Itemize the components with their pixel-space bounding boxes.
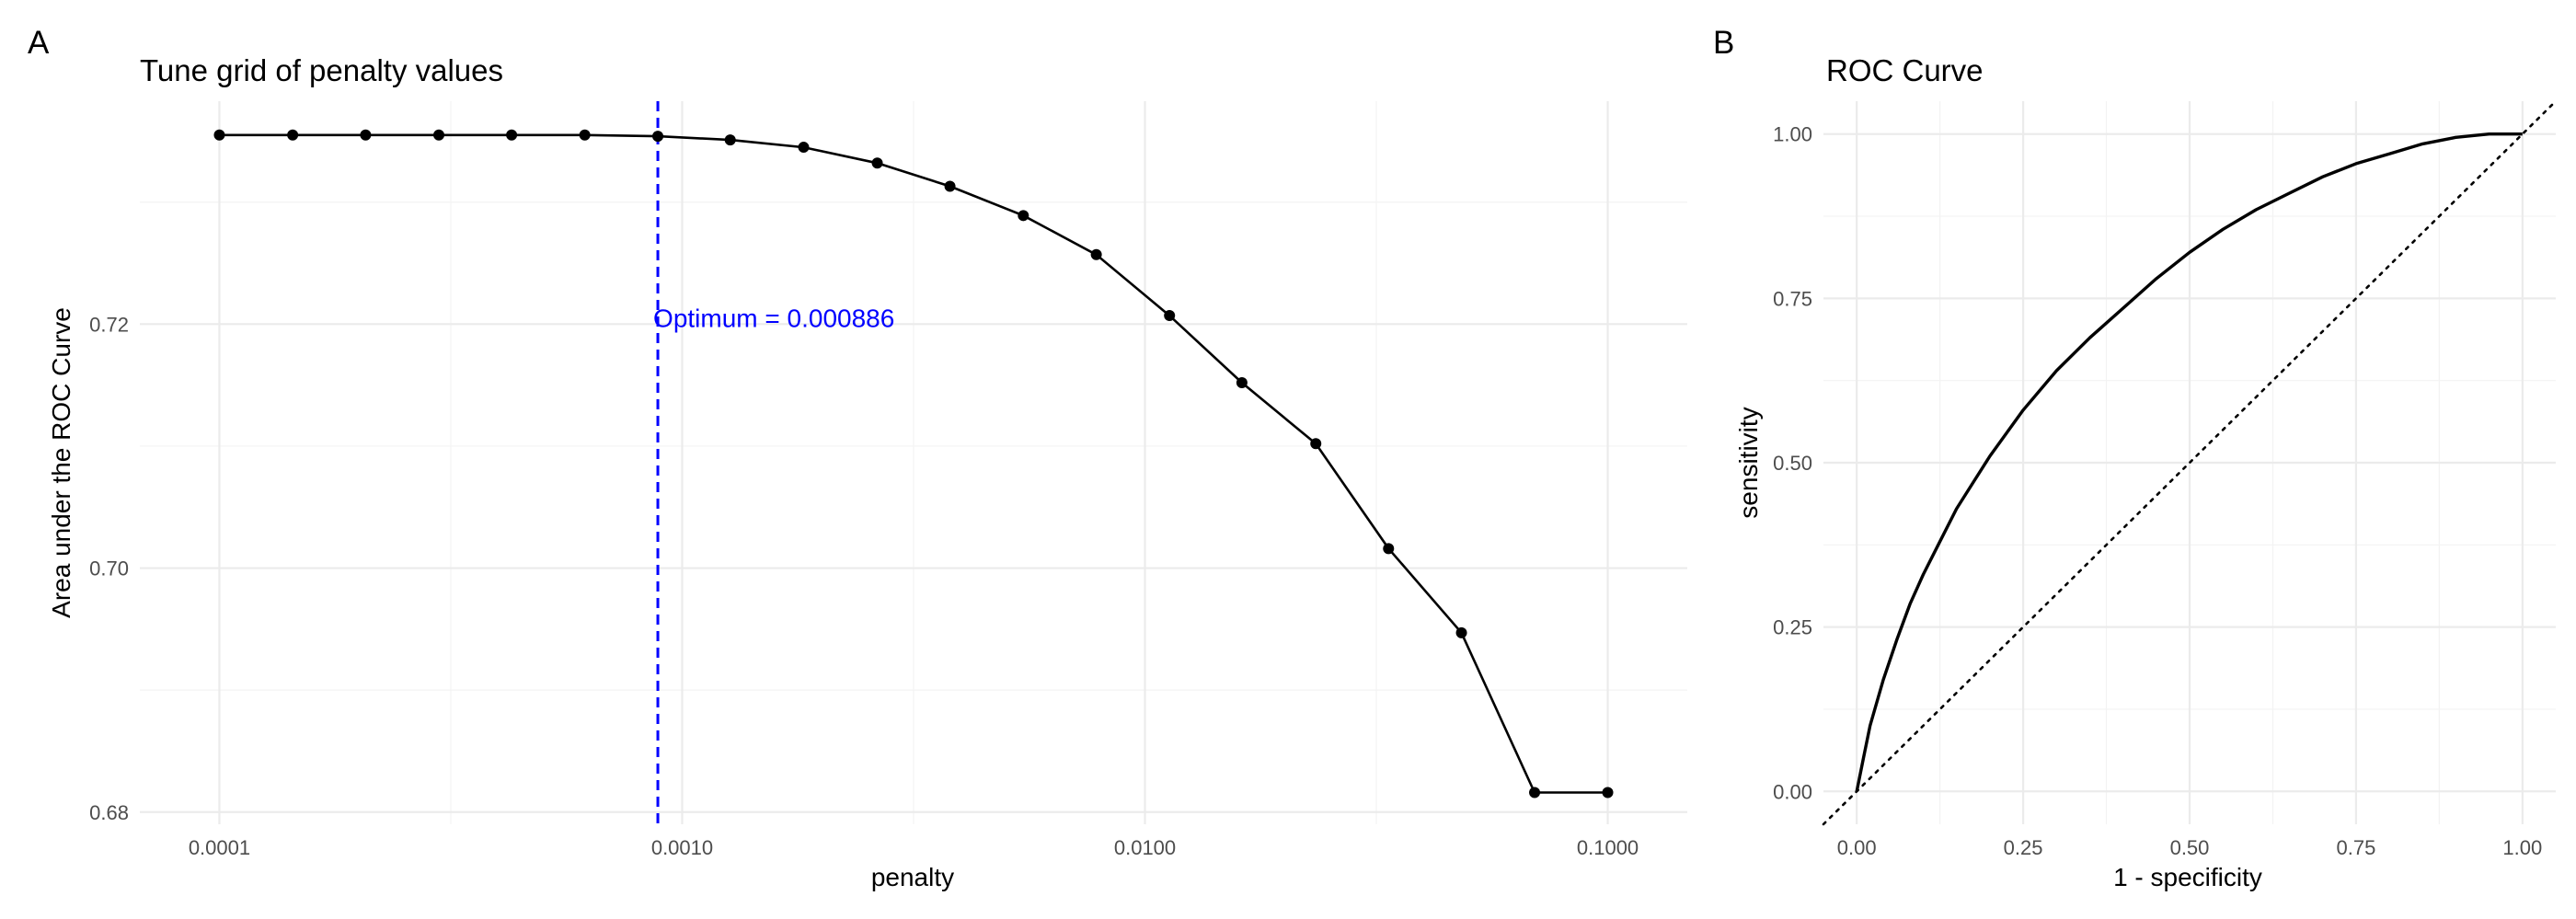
panel-a-x-tick-label: 0.1000 xyxy=(1577,836,1639,859)
panel-a-data-point xyxy=(1236,376,1248,388)
panel-a-data-point xyxy=(579,129,591,141)
panel-a-x-tick-label: 0.0001 xyxy=(189,836,250,859)
panel-a-data-point xyxy=(1602,787,1614,798)
panel-a-data-point xyxy=(1455,626,1467,638)
panel-b-y-tick-label: 0.00 xyxy=(1773,780,1812,803)
panel-b-reference-diagonal xyxy=(1822,99,2558,826)
panel-a-tag: A xyxy=(28,25,50,61)
panel-a-data-point xyxy=(213,129,225,141)
panel-a-y-tick-label: 0.72 xyxy=(89,313,129,336)
panel-a-data-point xyxy=(1310,438,1322,450)
panel-a-ticks: 0.0001 0.0010 0.0100 0.1000 0.68 0.70 0.72 xyxy=(89,313,1639,859)
panel-a-data-point xyxy=(287,129,299,141)
panel-b-y-tick-label: 0.75 xyxy=(1773,287,1812,310)
panel-b-ticks: 0.00 0.25 0.50 0.75 1.00 0.00 0.25 0.50 0.75 1.00 xyxy=(1773,123,2542,859)
panel-a-data-point xyxy=(1090,248,1102,260)
panel-b-roc-curve xyxy=(1855,132,2523,792)
panel-a-data-point xyxy=(433,129,445,141)
panel-b-y-tick-label: 1.00 xyxy=(1773,123,1812,146)
panel-b-y-axis-title: sensitivity xyxy=(1734,407,1763,518)
panel-a-data-point xyxy=(724,134,736,146)
panel-a-optimum-annotation: Optimum = 0.000886 xyxy=(653,304,894,333)
panel-a-data-point xyxy=(1529,787,1541,798)
panel-a-x-tick-label: 0.0100 xyxy=(1114,836,1176,859)
panel-a-x-axis-title: penalty xyxy=(871,863,954,891)
panel-a-data-point xyxy=(944,180,956,192)
panel-b-title: ROC Curve xyxy=(1826,53,1984,87)
panel-a-data-point xyxy=(871,157,883,169)
panel-b-x-tick-label: 1.00 xyxy=(2502,836,2542,859)
panel-b: B ROC Curve 0.00 0.25 0.50 0.75 1.00 0.00 0.25… xyxy=(1713,25,2558,891)
panel-a-data-point xyxy=(1164,310,1176,322)
panel-b-marks xyxy=(1822,99,2558,826)
panel-a-data-point xyxy=(1018,210,1029,222)
panel-a-y-tick-label: 0.68 xyxy=(89,801,129,824)
panel-a-data-point xyxy=(506,129,518,141)
panel-b-tag: B xyxy=(1713,25,1734,61)
panel-a-data-point xyxy=(360,129,372,141)
panel-b-x-tick-label: 0.25 xyxy=(2004,836,2043,859)
panel-a-series-line xyxy=(219,133,1608,794)
panel-b-x-axis-title: 1 - specificity xyxy=(2113,863,2262,891)
panel-a-marks: Optimum = 0.000886 xyxy=(213,101,1614,824)
panel-a: A Tune grid of penalty values Optimum = … xyxy=(28,25,1687,891)
panel-b-y-tick-label: 0.50 xyxy=(1773,452,1812,475)
panel-a-y-tick-label: 0.70 xyxy=(89,557,129,580)
panel-b-x-tick-label: 0.75 xyxy=(2336,836,2375,859)
panel-b-y-tick-label: 0.25 xyxy=(1773,616,1812,639)
panel-a-x-tick-label: 0.0010 xyxy=(651,836,713,859)
panel-b-x-tick-label: 0.00 xyxy=(1837,836,1877,859)
panel-a-y-axis-title: Area under the ROC Curve xyxy=(47,307,75,618)
panel-a-data-point xyxy=(798,142,810,154)
panel-b-grid xyxy=(1823,101,2556,824)
panel-a-title: Tune grid of penalty values xyxy=(140,53,503,87)
panel-a-data-point xyxy=(1383,543,1395,555)
panel-b-x-tick-label: 0.50 xyxy=(2170,836,2210,859)
panel-a-data-point xyxy=(652,131,664,143)
panel-a-grid xyxy=(140,101,1687,824)
